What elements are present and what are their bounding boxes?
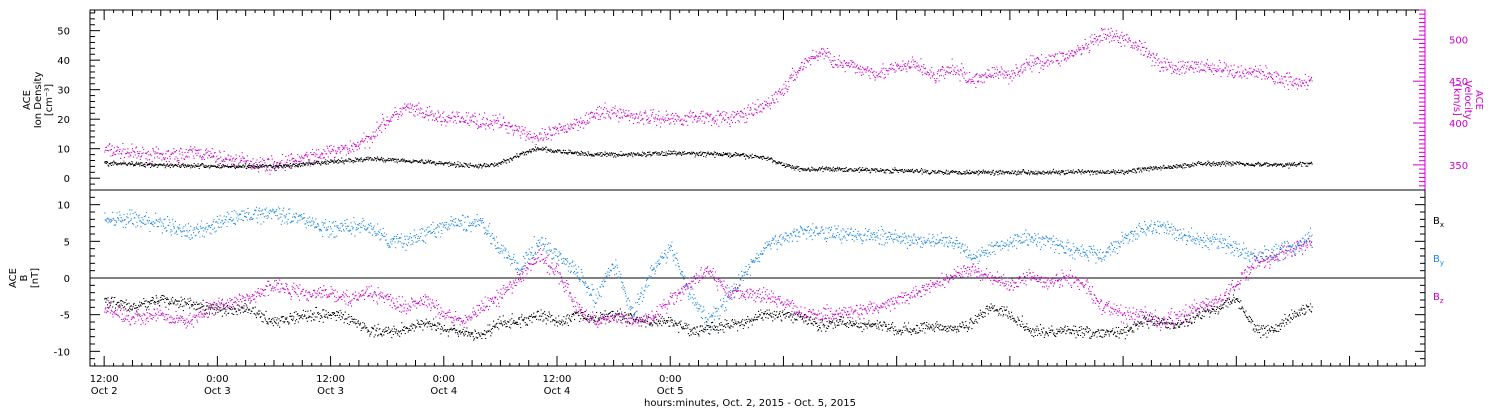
x-tick-label-date: Oct 4 bbox=[430, 386, 457, 397]
top-right-tick-label: 350 bbox=[1449, 161, 1468, 172]
top-left-tick-label: 30 bbox=[57, 86, 70, 97]
legend-subscript: y bbox=[1440, 259, 1444, 267]
bottom-left-axis-label-line: [nT] bbox=[30, 268, 41, 288]
legend-subscript: x bbox=[1440, 221, 1444, 229]
top-right-axis-label-line: Velocity bbox=[1462, 80, 1473, 119]
bottom-left-tick-label: -5 bbox=[60, 311, 70, 322]
top-left-tick-label: 20 bbox=[57, 115, 70, 126]
x-tick-label-time: 0:00 bbox=[659, 374, 681, 385]
x-tick-label-date: Oct 3 bbox=[204, 386, 231, 397]
top-left-tick-label: 0 bbox=[64, 174, 70, 185]
top-right-tick-label: 400 bbox=[1449, 119, 1468, 130]
velocity-points bbox=[104, 27, 1313, 175]
legend-Bz: Bz bbox=[1433, 292, 1444, 305]
bottom-left-axis-label-line: ACE bbox=[8, 268, 19, 288]
density-points bbox=[104, 146, 1313, 176]
x-axis-label: hours:minutes, Oct. 2, 2015 - Oct. 5, 20… bbox=[644, 398, 856, 409]
top-left-tick-label: 10 bbox=[57, 145, 70, 156]
x-tick-label-date: Oct 4 bbox=[544, 386, 571, 397]
legend-subscript: z bbox=[1440, 297, 1444, 305]
x-tick-label-time: 0:00 bbox=[433, 374, 455, 385]
bx-points bbox=[104, 294, 1313, 341]
top-left-tick-label: 50 bbox=[57, 27, 70, 38]
top-left-tick-label: 40 bbox=[57, 56, 70, 67]
x-tick-label-time: 12:00 bbox=[316, 374, 345, 385]
top-left-axis-label-line: ACE bbox=[22, 90, 33, 110]
legend-Bx: Bx bbox=[1433, 216, 1444, 229]
bottom-left-tick-label: 5 bbox=[64, 237, 70, 248]
x-tick-label-date: Oct 5 bbox=[657, 386, 684, 397]
x-tick-label-time: 12:00 bbox=[90, 374, 119, 385]
bottom-left-axis-label: ACEB[nT] bbox=[8, 268, 41, 288]
legend-By: By bbox=[1433, 254, 1444, 267]
top-right-axis-label-line: [km/s] bbox=[1451, 84, 1462, 116]
top-right-axis-label-line: ACE bbox=[1473, 90, 1484, 110]
x-tick-label-time: 0:00 bbox=[206, 374, 228, 385]
bottom-left-tick-label: -10 bbox=[54, 347, 70, 358]
bottom-left-tick-label: 0 bbox=[64, 274, 70, 285]
x-tick-label-date: Oct 3 bbox=[317, 386, 344, 397]
x-tick-label-date: Oct 2 bbox=[91, 386, 118, 397]
top-left-axis-label-line: [cm⁻³] bbox=[44, 84, 55, 116]
x-tick-label-time: 12:00 bbox=[543, 374, 572, 385]
top-right-tick-label: 450 bbox=[1449, 77, 1468, 88]
legend-symbol: B bbox=[1433, 254, 1440, 265]
top-right-tick-label: 500 bbox=[1449, 35, 1468, 46]
legend-symbol: B bbox=[1433, 216, 1440, 227]
bz-points bbox=[104, 237, 1313, 331]
top-left-axis-label-line: Ion Density bbox=[33, 72, 44, 129]
top-right-axis-label: ACEVelocity[km/s] bbox=[1451, 80, 1484, 119]
by-points bbox=[104, 206, 1313, 327]
bottom-left-tick-label: 10 bbox=[57, 201, 70, 212]
legend-symbol: B bbox=[1433, 292, 1440, 303]
bottom-left-axis-label-line: B bbox=[19, 274, 30, 281]
top-left-axis-label: ACEIon Density[cm⁻³] bbox=[22, 72, 55, 129]
